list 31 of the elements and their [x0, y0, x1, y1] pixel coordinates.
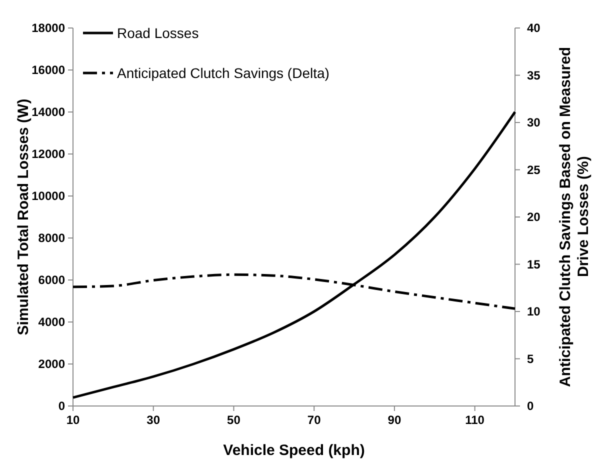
y-tick-label: 6000: [38, 273, 66, 287]
x-tick-label: 70: [307, 413, 322, 427]
x-tick-label: 90: [388, 413, 402, 427]
y-tick-label: 8000: [38, 231, 66, 245]
y-tick-label: 4000: [38, 315, 66, 329]
x-tick-label: 30: [146, 413, 160, 427]
y2-tick-label: 20: [527, 210, 541, 224]
x-axis-title: Vehicle Speed (kph): [223, 442, 365, 459]
y2-tick-label: 30: [527, 116, 541, 130]
y2-tick-label: 35: [527, 68, 541, 82]
y2-tick-label: 25: [527, 162, 541, 177]
line-series: [72, 110, 516, 399]
y2-axis-title: Anticipated Clutch Savings Based on Measured Drive Losses (%): [556, 46, 593, 390]
legend-label: Road Losses: [117, 25, 199, 41]
y2-tick-label: 10: [527, 304, 541, 318]
y2-tick-label: 5: [527, 352, 534, 366]
y2-tick-label: 40: [527, 21, 541, 35]
y-tick-label: 10000: [32, 189, 66, 203]
y2-tick-label: 0: [527, 399, 534, 413]
y-tick-label: 12000: [32, 147, 66, 161]
x-tick-label: 10: [66, 413, 80, 427]
x-tick-label: 110: [465, 413, 485, 427]
y2-tick-label: 15: [527, 257, 541, 272]
legend-label: Anticipated Clutch Savings (Delta): [117, 65, 330, 81]
y-tick-label: 14000: [32, 105, 66, 119]
y-tick-label: 2000: [38, 357, 66, 371]
y-axis-title: Simulated Total Road Losses (W): [15, 98, 32, 336]
y-tick-label: 18000: [32, 21, 66, 35]
y-tick-label: 0: [58, 399, 66, 413]
x-tick-label: 50: [227, 413, 241, 427]
y-tick-label: 16000: [32, 63, 66, 77]
